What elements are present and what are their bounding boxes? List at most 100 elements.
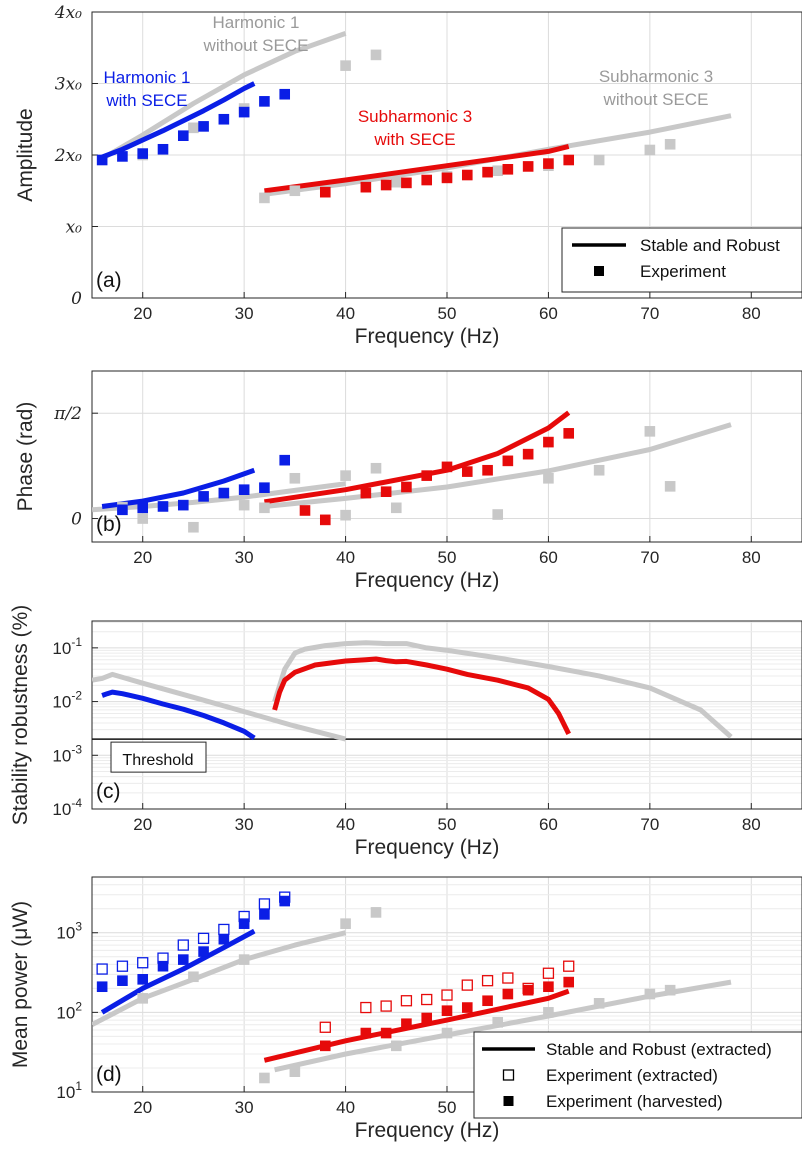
y-tick-label: 10-4	[52, 796, 82, 819]
y-tick-exponent: 2	[75, 999, 82, 1013]
y-axis-label: Phase (rad)	[14, 402, 37, 512]
marker-blue	[157, 143, 169, 155]
marker-blue	[157, 960, 169, 972]
open-marker-red	[319, 1021, 331, 1033]
y-tick-label: 10-1	[52, 635, 82, 658]
marker-gray	[390, 1040, 402, 1052]
marker-red	[502, 164, 514, 175]
axes-frame-b	[91, 370, 802, 543]
series-line-blue	[101, 81, 256, 160]
y-tick-exponent: -3	[71, 742, 82, 756]
marker-red	[319, 514, 331, 526]
open-marker-red	[400, 995, 413, 1007]
marker-red	[461, 466, 473, 477]
x-tick-label: 70	[640, 548, 659, 567]
marker-red	[502, 988, 514, 1000]
marker-blue	[218, 933, 230, 945]
open-marker-blue	[137, 957, 149, 969]
data-layer-d	[92, 891, 732, 1084]
series-line-gray	[272, 640, 733, 739]
marker-red	[401, 481, 412, 493]
marker-gray	[370, 907, 382, 918]
marker-red	[563, 154, 575, 166]
legend-marker-swatch	[594, 266, 604, 276]
marker-gray	[259, 1072, 270, 1084]
marker-blue	[137, 148, 149, 159]
y-tick-label: 10-3	[52, 742, 82, 765]
annotation-red: with SECE	[373, 130, 455, 149]
marker-blue	[238, 918, 250, 929]
open-marker-blue	[218, 923, 230, 936]
x-tick-label: 40	[336, 1098, 355, 1117]
marker-blue	[279, 454, 291, 466]
axes-frame-d	[91, 876, 802, 1093]
open-marker-red	[461, 979, 473, 991]
y-tick-label: x₀	[66, 218, 83, 238]
marker-red	[522, 448, 534, 460]
open-marker-red	[502, 972, 514, 984]
panel-label: (b)	[96, 513, 122, 536]
marker-gray	[188, 122, 199, 134]
marker-red	[563, 428, 575, 439]
marker-gray	[492, 165, 504, 177]
marker-blue	[259, 96, 270, 107]
marker-red	[482, 166, 493, 178]
marker-blue	[177, 499, 189, 511]
open-marker-blue	[116, 960, 129, 972]
marker-blue	[96, 981, 108, 993]
marker-gray	[188, 971, 199, 983]
series-line-red	[272, 656, 571, 736]
panel-label: (d)	[96, 1063, 122, 1086]
marker-gray	[644, 988, 656, 1000]
x-tick-label: 40	[336, 548, 355, 567]
y-tick-exponent: -2	[71, 689, 82, 703]
legend-open-marker-swatch	[502, 1069, 515, 1081]
x-tick-label: 50	[438, 1098, 457, 1117]
series-line-red	[263, 988, 570, 1063]
x-tick-label: 30	[235, 548, 254, 567]
x-tick-label: 20	[133, 304, 152, 323]
x-tick-label: 20	[133, 1098, 152, 1117]
series-line-red	[264, 410, 571, 505]
marker-gray	[664, 481, 676, 492]
marker-blue	[117, 975, 128, 986]
marker-gray	[259, 192, 270, 204]
marker-red	[441, 172, 453, 184]
marker-blue	[259, 482, 270, 493]
marker-gray	[593, 464, 605, 476]
marker-red	[299, 505, 311, 516]
axes-frame-c	[91, 620, 802, 810]
panel-label: (a)	[96, 269, 122, 292]
open-marker-blue	[258, 898, 271, 910]
marker-red	[543, 158, 554, 169]
legend-box	[561, 227, 802, 293]
legend-entry-label: Experiment (extracted)	[546, 1066, 718, 1085]
x-axis-label: Frequency (Hz)	[355, 569, 500, 592]
x-tick-label: 60	[539, 548, 558, 567]
legend-entry-label: Stable and Robust	[640, 236, 780, 255]
y-tick-label: π/2	[53, 404, 82, 424]
marker-red	[380, 179, 392, 191]
marker-gray	[238, 499, 250, 511]
annotation-blue: Harmonic 1	[104, 68, 191, 87]
marker-red	[360, 487, 372, 499]
x-axis-label: Frequency (Hz)	[355, 1119, 500, 1142]
y-tick-label: 3x₀	[55, 75, 82, 95]
x-tick-label: 30	[235, 815, 254, 834]
marker-blue	[157, 501, 169, 512]
marker-red	[319, 1040, 331, 1052]
marker-blue	[198, 491, 209, 502]
marker-gray	[238, 954, 250, 965]
marker-red	[563, 976, 575, 988]
marker-blue	[238, 484, 250, 495]
x-axis-label: Frequency (Hz)	[355, 325, 500, 348]
x-tick-label: 50	[438, 815, 457, 834]
marker-blue	[117, 151, 128, 162]
marker-gray	[492, 1017, 504, 1028]
x-tick-label: 30	[235, 1098, 254, 1117]
panel-c: 20 30 40 50 60 70 80 10-4 10-3 10-2 10-1 Frequency …	[9, 605, 802, 859]
marker-gray	[543, 472, 554, 484]
y-axis-label: Stability robustness (%)	[9, 605, 32, 826]
threshold-label-box	[110, 741, 207, 773]
